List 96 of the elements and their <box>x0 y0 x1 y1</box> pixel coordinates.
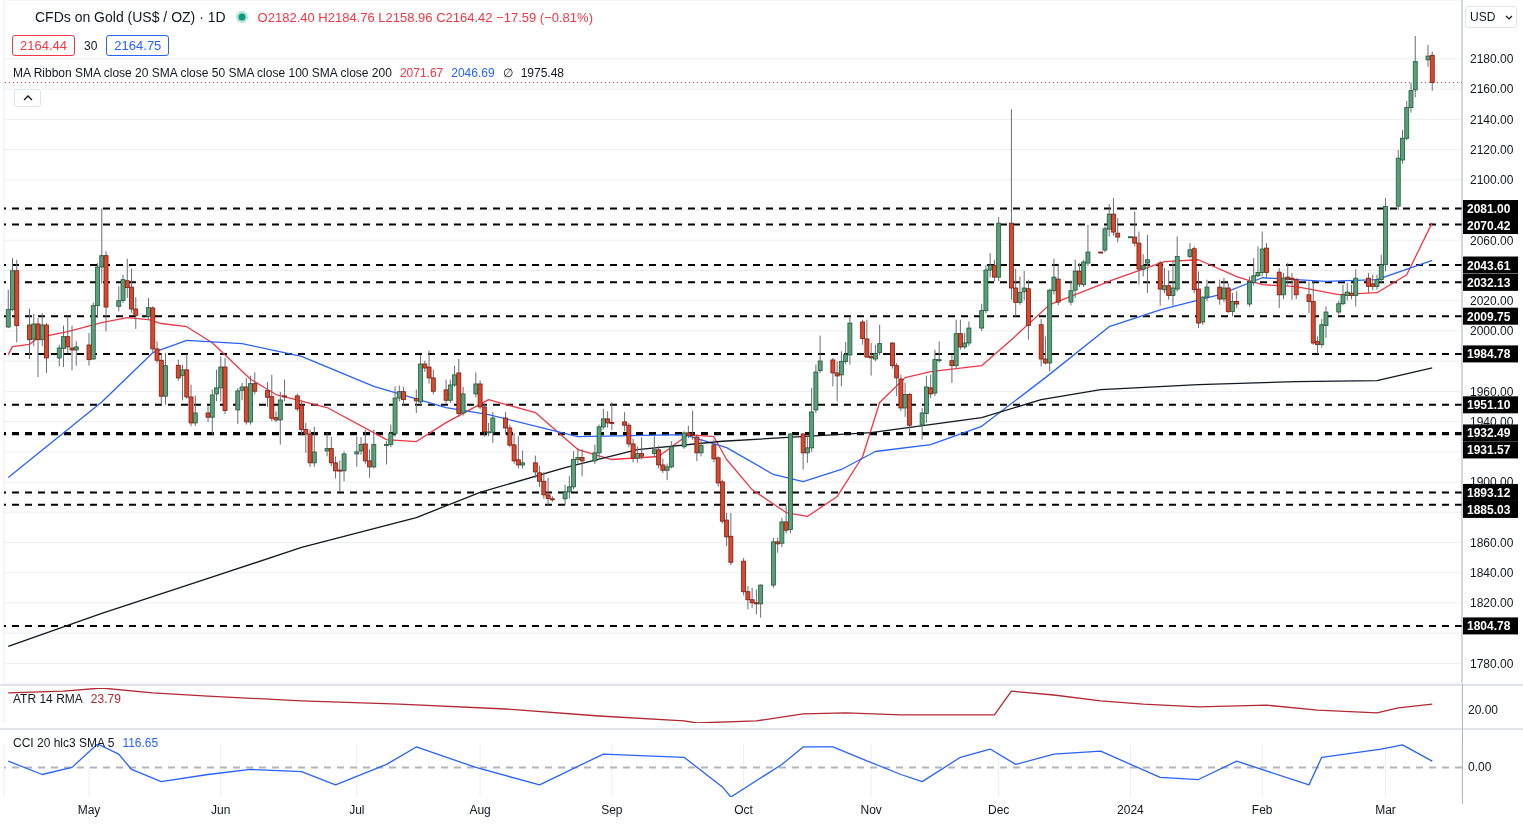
y-tick-label: 2060.00 <box>1470 233 1514 248</box>
x-tick-label: Mar <box>1375 802 1396 817</box>
candlestick <box>460 386 466 417</box>
candlestick <box>192 395 198 427</box>
x-tick-label: May <box>77 802 101 817</box>
legend-label: 1931.57 <box>1467 443 1511 458</box>
x-tick-label: Jul <box>349 802 365 817</box>
annotation: 23.79 <box>90 692 121 706</box>
ref-line-label: 1984.78 <box>1467 347 1511 362</box>
y-tick-label: 1860.00 <box>1470 535 1514 550</box>
ref-line-label: 2043.61 <box>1467 258 1511 273</box>
annotation: ∅ <box>502 66 513 80</box>
x-tick-label: Aug <box>469 802 491 817</box>
candlestick <box>1187 242 1193 259</box>
candlestick <box>354 435 360 468</box>
x-tick-label: Dec <box>988 802 1010 817</box>
x-tick-label: Jun <box>211 802 231 817</box>
y-tick-label: 2000.00 <box>1470 324 1514 339</box>
candlestick <box>966 320 972 347</box>
candlestick <box>758 583 764 619</box>
candlestick <box>1221 277 1227 303</box>
candlestick <box>180 364 185 401</box>
annotation: O2182.40 H2184.76 L2158.96 C2164.42 −17.59 (−0.81%) <box>257 9 593 25</box>
candlestick <box>443 379 449 404</box>
y-tick-label: 2160.00 <box>1470 82 1514 97</box>
candlestick <box>413 389 419 414</box>
line-series <box>7 221 1433 518</box>
ref-line-label: 1893.12 <box>1467 485 1511 500</box>
candlestick <box>753 588 759 615</box>
annotation: 2164.44 <box>12 35 75 56</box>
ref-line-label: 2070.42 <box>1467 219 1511 234</box>
candlestick <box>1017 275 1023 306</box>
candlestick <box>269 374 275 422</box>
x-tick-label: Sep <box>601 802 623 817</box>
candlestick <box>783 504 789 534</box>
candlestick <box>800 432 806 471</box>
line-series <box>7 259 1433 483</box>
candlestick <box>698 438 704 457</box>
candlestick <box>1425 44 1431 68</box>
y-tick-label: 1960.00 <box>1470 384 1514 399</box>
candlestick <box>1225 282 1231 314</box>
candlestick <box>1145 234 1150 294</box>
ref-line-label: 2032.13 <box>1467 275 1511 290</box>
candlestick <box>639 436 645 460</box>
x-tick-label: 2024 <box>1117 802 1145 817</box>
annotation: 116.65 <box>122 736 159 750</box>
candlestick <box>1366 272 1371 294</box>
candlestick <box>86 332 92 367</box>
chart-title: ATR 14 RMA <box>13 692 83 706</box>
candlestick <box>1077 262 1082 288</box>
y-tick-label: 1780.00 <box>1470 656 1514 671</box>
candlestick <box>1230 292 1235 317</box>
candlestick <box>473 371 479 398</box>
candlestick <box>205 405 211 423</box>
text: CFDs on Gold (US$ / OZ) · 1D <box>35 9 226 25</box>
candlestick <box>1293 277 1299 300</box>
annotation: 2046.69 <box>451 66 495 80</box>
y-tick-label: 1820.00 <box>1470 596 1514 611</box>
y-tick-label: 2180.00 <box>1470 52 1514 67</box>
annotation: 2164.75 <box>106 35 170 56</box>
candlestick <box>949 354 955 384</box>
candlestick <box>1055 263 1061 306</box>
text: 0.00 <box>1468 760 1492 774</box>
y-tick-label: 2120.00 <box>1470 142 1514 157</box>
candlestick <box>651 435 657 458</box>
text: USD <box>1470 10 1496 24</box>
line-series <box>7 367 1433 648</box>
candlestick <box>252 371 258 395</box>
ref-line-label: 1885.03 <box>1467 502 1511 517</box>
annotation: 1975.48 <box>520 66 565 80</box>
annotation: 30 <box>84 38 98 53</box>
candlestick <box>1276 267 1282 309</box>
ref-line-label: 2081.00 <box>1467 202 1511 217</box>
candlestick <box>958 319 963 351</box>
annotation: 2071.67 <box>399 66 444 80</box>
x-tick-label: Feb <box>1251 802 1273 817</box>
candlestick <box>515 435 521 469</box>
x-tick-label: Nov <box>860 802 882 817</box>
candlestick <box>324 432 330 457</box>
y-tick-label: 1840.00 <box>1470 565 1514 580</box>
candlestick <box>1289 272 1295 301</box>
ref-line-label: 1804.78 <box>1467 619 1511 634</box>
ref-line-label: 1932.49 <box>1467 426 1511 441</box>
y-tick-label: 2140.00 <box>1470 112 1514 127</box>
chart-title: CCI 20 hlc3 SMA 5 <box>13 736 115 750</box>
candlestick <box>401 386 406 407</box>
candlestick <box>35 317 41 378</box>
candlestick <box>235 387 241 425</box>
candlestick <box>1217 279 1223 306</box>
y-tick-label: 2100.00 <box>1470 173 1514 188</box>
ref-line-label: 1951.10 <box>1467 398 1511 413</box>
x-tick-label: Oct <box>734 802 754 817</box>
ref-line-label: 2009.75 <box>1467 309 1511 324</box>
y-tick-label: 2020.00 <box>1470 293 1514 308</box>
annotation: MA Ribbon SMA close 20 SMA close 50 SMA close 100 SMA close 200 <box>13 66 392 80</box>
text: 20.00 <box>1468 703 1499 717</box>
